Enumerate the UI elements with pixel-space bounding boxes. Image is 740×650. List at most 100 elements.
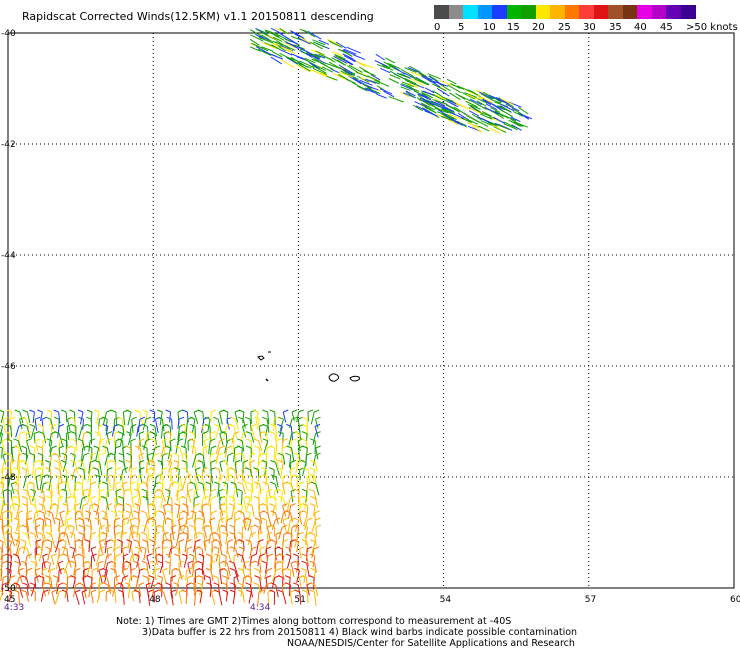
wind-barb-feather xyxy=(282,503,288,507)
wind-barb xyxy=(202,512,206,524)
wind-barb-feather xyxy=(133,589,140,593)
wind-barb xyxy=(151,447,156,462)
wind-barb xyxy=(127,433,132,445)
wind-barb xyxy=(438,109,448,116)
wind-barb-feather xyxy=(54,431,60,435)
wind-barb-feather xyxy=(188,553,195,557)
wind-barb xyxy=(242,555,247,569)
wind-barb xyxy=(41,527,46,540)
wind-barb xyxy=(296,570,301,583)
wind-barb-feather xyxy=(126,539,132,543)
wind-barb-feather xyxy=(299,546,305,550)
wind-barb xyxy=(251,42,261,48)
wind-barb-feather xyxy=(46,524,52,528)
wind-barb-feather xyxy=(0,446,3,449)
wind-barb xyxy=(465,114,481,124)
wind-barb-feather xyxy=(245,445,252,449)
wind-barb-feather xyxy=(137,474,144,478)
wind-barb xyxy=(467,89,479,96)
wind-barb-feather xyxy=(237,488,243,492)
wind-barb xyxy=(503,123,518,131)
wind-barb-feather xyxy=(6,409,12,413)
wind-barb-feather xyxy=(38,575,44,579)
wind-barb-feather xyxy=(238,510,244,514)
wind-barb-feather xyxy=(46,510,53,514)
wind-barb xyxy=(282,505,287,517)
wind-barb-feather xyxy=(70,438,76,442)
wind-barb-feather xyxy=(0,590,3,593)
wind-barb-feather xyxy=(221,582,228,586)
wind-barb xyxy=(171,476,174,488)
wind-barb-feather xyxy=(0,481,5,485)
wind-barb xyxy=(257,555,261,567)
wind-barb-feather xyxy=(250,531,256,535)
wind-barb-feather xyxy=(154,445,160,449)
wind-barb xyxy=(275,534,278,545)
wind-barb-feather xyxy=(178,416,185,420)
wind-barb-feather xyxy=(46,495,52,499)
wind-barb xyxy=(233,541,236,553)
wind-barb xyxy=(208,440,211,455)
wind-barb-feather xyxy=(30,495,36,499)
wind-barb xyxy=(240,505,244,515)
wind-barb xyxy=(185,419,189,433)
wind-barb-feather xyxy=(219,474,225,478)
wind-barb xyxy=(298,505,302,516)
wind-barb xyxy=(56,584,60,595)
wind-barb-feather xyxy=(181,589,187,593)
wind-barb-feather xyxy=(121,531,128,535)
wind-barb xyxy=(127,555,133,568)
wind-barb xyxy=(264,29,279,36)
wind-barb-feather xyxy=(245,582,251,586)
wind-barb xyxy=(285,49,296,54)
wind-barb xyxy=(272,36,283,42)
wind-barb xyxy=(137,541,143,553)
wind-barb xyxy=(513,111,523,117)
wind-barb-feather xyxy=(46,474,52,478)
wind-barb-feather xyxy=(52,503,59,507)
wind-barb xyxy=(347,65,359,74)
wind-barb-feather xyxy=(275,517,281,521)
wind-barb-feather xyxy=(45,575,51,579)
wind-barb-feather xyxy=(222,409,228,413)
wind-barb-feather xyxy=(298,481,305,485)
wind-barb xyxy=(314,534,317,546)
wind-barb-feather xyxy=(125,445,131,449)
wind-barb-feather xyxy=(139,416,146,420)
wind-barb-feather xyxy=(246,503,253,507)
wind-barb xyxy=(82,491,86,501)
wind-barb xyxy=(178,591,183,604)
wind-barb xyxy=(347,75,362,85)
island-crozet-4 xyxy=(328,373,340,382)
wind-barb xyxy=(219,512,224,524)
wind-barb xyxy=(271,50,283,58)
wind-barb-feather xyxy=(37,423,44,427)
wind-barb xyxy=(47,584,52,595)
wind-barb-feather xyxy=(262,438,268,442)
wind-barb xyxy=(136,548,141,560)
wind-barb-feather xyxy=(254,445,260,449)
wind-barb-feather xyxy=(142,481,148,485)
wind-barb xyxy=(274,455,279,467)
wind-barb xyxy=(200,498,204,509)
wind-barb xyxy=(97,455,100,468)
wind-barb xyxy=(304,527,309,539)
wind-barb-feather xyxy=(281,524,288,528)
wind-barb xyxy=(8,591,13,603)
wind-barb-feather xyxy=(254,416,260,420)
wind-barb xyxy=(106,447,110,458)
wind-barb-feather xyxy=(269,503,275,507)
wind-barb xyxy=(162,591,168,605)
wind-barb xyxy=(265,563,268,574)
wind-barb xyxy=(147,570,150,581)
wind-barb xyxy=(8,584,13,597)
wind-barb-feather xyxy=(230,546,236,550)
wind-barb-feather xyxy=(198,531,204,535)
wind-barb-feather xyxy=(102,445,108,449)
wind-barb xyxy=(482,91,495,100)
wind-barb-feather xyxy=(181,553,188,557)
wind-barb xyxy=(39,469,44,481)
wind-barb xyxy=(57,563,62,575)
wind-barb-feather xyxy=(214,553,221,557)
wind-barb-feather xyxy=(9,416,16,420)
